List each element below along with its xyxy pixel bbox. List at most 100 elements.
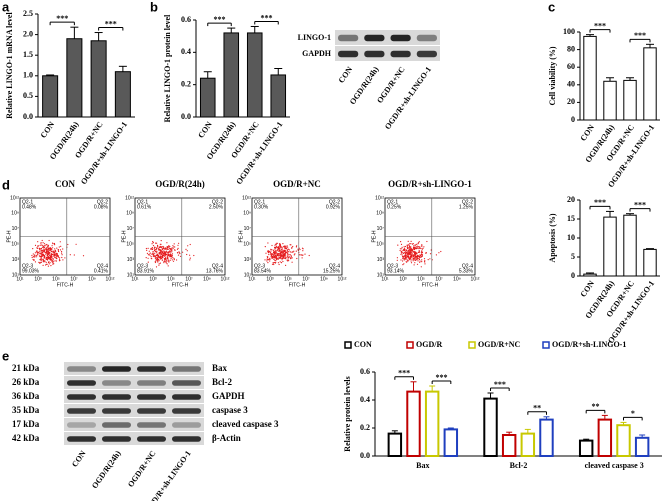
event-dot [270,256,272,258]
event-dot [412,248,414,250]
significance-label: *** [435,373,447,382]
event-dot [164,255,166,257]
event-dot [43,260,45,262]
event-dot [166,242,168,244]
event-dot [169,250,171,252]
event-dot [38,253,40,255]
event-dot [275,260,277,262]
event-dot [426,240,428,243]
event-dot [82,255,85,257]
event-dot [420,247,422,250]
event-dot [48,247,50,249]
event-dot [147,254,149,256]
event-dot [415,253,417,255]
x-tick-label: OGD/R+NC [126,449,158,489]
y-tick-label: 10⁹ [376,211,384,217]
event-dot [276,242,278,244]
event-dot [42,250,44,252]
x-tick-label: 10¹ [16,276,24,282]
event-dot [42,252,44,254]
y-tick-label: 10⁷ [244,226,252,232]
quadrant-value: 0.61% [137,204,152,210]
event-dot [287,257,289,259]
event-dot [287,248,289,250]
y-axis-label: PE-H [371,230,377,242]
event-dot [281,259,283,261]
event-dot [277,262,279,264]
event-dot [171,249,173,251]
bar [114,71,131,118]
event-dot [170,251,172,253]
event-dot [67,243,69,246]
event-dot [287,246,289,248]
event-dot [158,264,160,266]
event-dot [402,258,404,260]
event-dot [158,249,160,251]
event-dot [55,253,57,255]
event-dot [189,254,191,256]
event-dot [168,253,170,255]
y-tick-label: 10⁹ [243,211,251,217]
event-dot [36,250,38,252]
bar [583,273,597,277]
event-dot [423,260,426,262]
blot-row [64,362,204,375]
bar [603,216,617,277]
event-dot [165,261,167,263]
event-dot [424,261,426,263]
event-dot [282,257,284,259]
event-dot [410,249,412,252]
event-dot [193,254,195,257]
event-dot [64,257,66,259]
event-dot [149,248,152,250]
event-dot [421,250,423,252]
y-tick-label: 10⁷ [127,226,135,232]
event-dot [40,249,42,251]
event-dot [420,266,422,268]
event-dot [272,262,274,264]
event-dot [402,260,404,262]
event-dot [406,249,408,251]
event-dot [293,250,295,252]
bar [246,32,263,118]
bar [42,75,59,118]
event-dot [282,246,284,248]
event-dot [171,254,173,256]
event-dot [413,245,415,247]
event-dot [171,247,173,249]
event-dot [158,256,160,258]
event-dot [48,239,50,242]
y-axis-label: PE-H [238,230,244,242]
event-dot [156,250,158,252]
event-dot [283,254,285,256]
quadrant-name: Q2-4 [462,263,473,269]
quadrant-name: Q2-1 [22,199,33,205]
plot-title: OGD/R+sh-LINGO-1 [388,179,472,189]
bar [406,390,421,458]
event-dot [396,257,398,259]
x-axis-label: FITC-H [422,282,439,288]
event-dot [155,249,157,251]
y-axis-label: Relative LINGO-1 protein level [163,14,172,122]
event-dot [172,245,174,247]
event-dot [50,256,52,259]
event-dot [284,257,286,259]
blot-band [390,50,411,58]
y-tick-label: 20 [567,195,575,204]
event-dot [276,258,278,260]
event-dot [400,250,402,252]
event-dot [152,245,155,247]
event-dot [290,244,292,246]
event-dot [146,249,148,251]
event-dot [47,250,50,252]
event-dot [57,255,59,257]
event-dot [291,261,293,263]
event-dot [157,246,159,248]
event-dot [416,252,418,254]
event-dot [50,265,52,267]
plot-title: CON [55,179,76,189]
event-dot [419,261,421,263]
event-dot [43,247,45,249]
event-dot [410,240,412,242]
panel-letter: b [150,0,158,14]
